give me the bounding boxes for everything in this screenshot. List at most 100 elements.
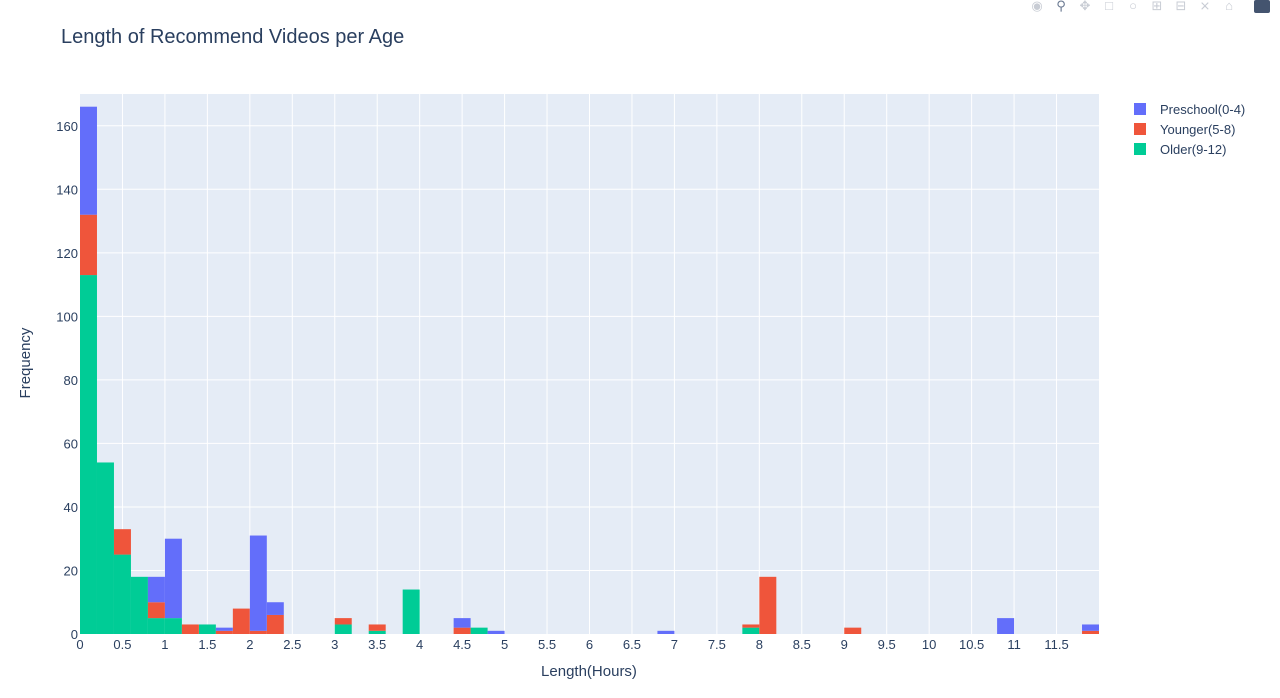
x-tick-label: 10.5 (959, 637, 984, 652)
y-tick-label: 60 (64, 436, 78, 451)
legend-item[interactable]: Younger(5-8) (1134, 122, 1235, 137)
y-tick-label: 100 (56, 309, 78, 324)
x-tick-label: 9 (841, 637, 848, 652)
bar-older-9-12[interactable] (334, 624, 352, 634)
bar-younger-5-8[interactable] (1082, 630, 1099, 634)
bar-preschool-0-4[interactable] (487, 630, 505, 634)
bar-younger-5-8[interactable] (232, 608, 250, 634)
x-tick-label: 5.5 (538, 637, 556, 652)
x-tick-label: 6.5 (623, 637, 641, 652)
x-tick-label: 4 (416, 637, 423, 652)
home-icon[interactable]: ⌂ (1225, 0, 1233, 13)
x-tick-label: 1 (161, 637, 168, 652)
x-tick-label: 10 (922, 637, 936, 652)
legend-item[interactable]: Older(9-12) (1134, 142, 1226, 157)
bar-younger-5-8[interactable] (249, 630, 267, 634)
autoscale-icon[interactable]: ⨯ (1199, 0, 1211, 13)
bar-older-9-12[interactable] (96, 462, 114, 634)
camera-icon[interactable]: ◉ (1031, 0, 1043, 13)
bar-younger-5-8[interactable] (215, 630, 233, 634)
x-axis-ticks: 0 0.5 1 1.5 2 2.5 3 3.5 4 4.5 5 5.5 6 6.5 7 7.5 8 8.5 9 9.5… (76, 637, 1068, 652)
bar-older-9-12[interactable] (402, 589, 420, 634)
legend-label: Older(9-12) (1160, 142, 1226, 157)
bar-younger-5-8[interactable] (334, 618, 352, 625)
bar-older-9-12[interactable] (470, 627, 488, 634)
x-tick-label: 8.5 (793, 637, 811, 652)
gridlines (80, 94, 1099, 634)
y-tick-label: 80 (64, 373, 78, 388)
x-tick-label: 6 (586, 637, 593, 652)
y-tick-label: 160 (56, 119, 78, 134)
zoom-out-icon[interactable]: ⊟ (1175, 0, 1187, 13)
y-tick-label: 40 (64, 500, 78, 515)
plotly-logo-icon[interactable] (1254, 0, 1270, 13)
x-tick-label: 7.5 (708, 637, 726, 652)
y-tick-label: 0 (71, 627, 78, 642)
x-tick-label: 3.5 (368, 637, 386, 652)
modebar: ◉ ⚲ ✥ □ ○ ⊞ ⊟ ⨯ ⌂ (1028, 0, 1270, 14)
bar-preschool-0-4[interactable] (453, 618, 471, 628)
x-tick-label: 11.5 (1044, 637, 1068, 652)
bar-older-9-12[interactable] (368, 630, 386, 634)
y-axis-ticks: 0 20 40 60 80 100 120 140 160 (56, 119, 78, 642)
bar-preschool-0-4[interactable] (249, 535, 267, 631)
bar-older-9-12[interactable] (164, 618, 182, 634)
legend[interactable]: Preschool(0-4) Younger(5-8) Older(9-12) (1134, 102, 1245, 157)
bar-preschool-0-4[interactable] (147, 576, 165, 603)
bar-younger-5-8[interactable] (742, 624, 760, 628)
zoom-icon[interactable]: ⚲ (1056, 0, 1066, 13)
bar-preschool-0-4[interactable] (80, 106, 97, 215)
legend-label: Younger(5-8) (1160, 122, 1235, 137)
x-tick-label: 5 (501, 637, 508, 652)
y-tick-label: 140 (56, 182, 78, 197)
legend-swatch (1134, 123, 1146, 135)
legend-label: Preschool(0-4) (1160, 102, 1245, 117)
bar-older-9-12[interactable] (80, 275, 97, 634)
zoom-in-icon[interactable]: ⊞ (1151, 0, 1163, 13)
y-tick-label: 120 (56, 246, 78, 261)
bar-preschool-0-4[interactable] (164, 538, 182, 619)
bar-older-9-12[interactable] (198, 624, 216, 634)
bar-younger-5-8[interactable] (147, 602, 165, 619)
y-tick-label: 20 (64, 563, 78, 578)
x-tick-label: 2 (246, 637, 253, 652)
bar-younger-5-8[interactable] (368, 624, 386, 631)
bars (80, 106, 1099, 634)
x-tick-label: 2.5 (283, 637, 301, 652)
x-tick-label: 0 (76, 637, 83, 652)
bar-preschool-0-4[interactable] (215, 627, 233, 631)
bar-younger-5-8[interactable] (266, 614, 284, 634)
legend-item[interactable]: Preschool(0-4) (1134, 102, 1245, 117)
box-select-icon[interactable]: □ (1105, 0, 1113, 13)
legend-swatch (1134, 103, 1146, 115)
bar-younger-5-8[interactable] (181, 624, 199, 634)
bar-older-9-12[interactable] (742, 627, 760, 634)
bar-older-9-12[interactable] (147, 618, 165, 634)
legend-swatch (1134, 143, 1146, 155)
pan-icon[interactable]: ✥ (1079, 0, 1091, 13)
x-tick-label: 11 (1007, 637, 1021, 652)
x-tick-label: 8 (756, 637, 763, 652)
chart-title: Length of Recommend Videos per Age (61, 26, 404, 48)
bar-preschool-0-4[interactable] (657, 630, 675, 634)
x-tick-label: 0.5 (113, 637, 131, 652)
y-axis-label: Frequency (17, 327, 34, 398)
x-tick-label: 1.5 (198, 637, 216, 652)
bar-younger-5-8[interactable] (844, 627, 862, 634)
bar-younger-5-8[interactable] (759, 576, 777, 634)
bar-older-9-12[interactable] (130, 576, 148, 634)
bar-older-9-12[interactable] (113, 554, 131, 634)
bar-preschool-0-4[interactable] (266, 602, 284, 615)
x-tick-label: 4.5 (453, 637, 471, 652)
lasso-icon[interactable]: ○ (1129, 0, 1137, 13)
bar-preschool-0-4[interactable] (1082, 624, 1099, 631)
bar-younger-5-8[interactable] (113, 529, 131, 555)
bar-younger-5-8[interactable] (80, 214, 97, 276)
bar-younger-5-8[interactable] (453, 627, 471, 634)
x-tick-label: 3 (331, 637, 338, 652)
x-tick-label: 7 (671, 637, 678, 652)
x-axis-label: Length(Hours) (541, 663, 637, 680)
bar-preschool-0-4[interactable] (997, 618, 1015, 634)
